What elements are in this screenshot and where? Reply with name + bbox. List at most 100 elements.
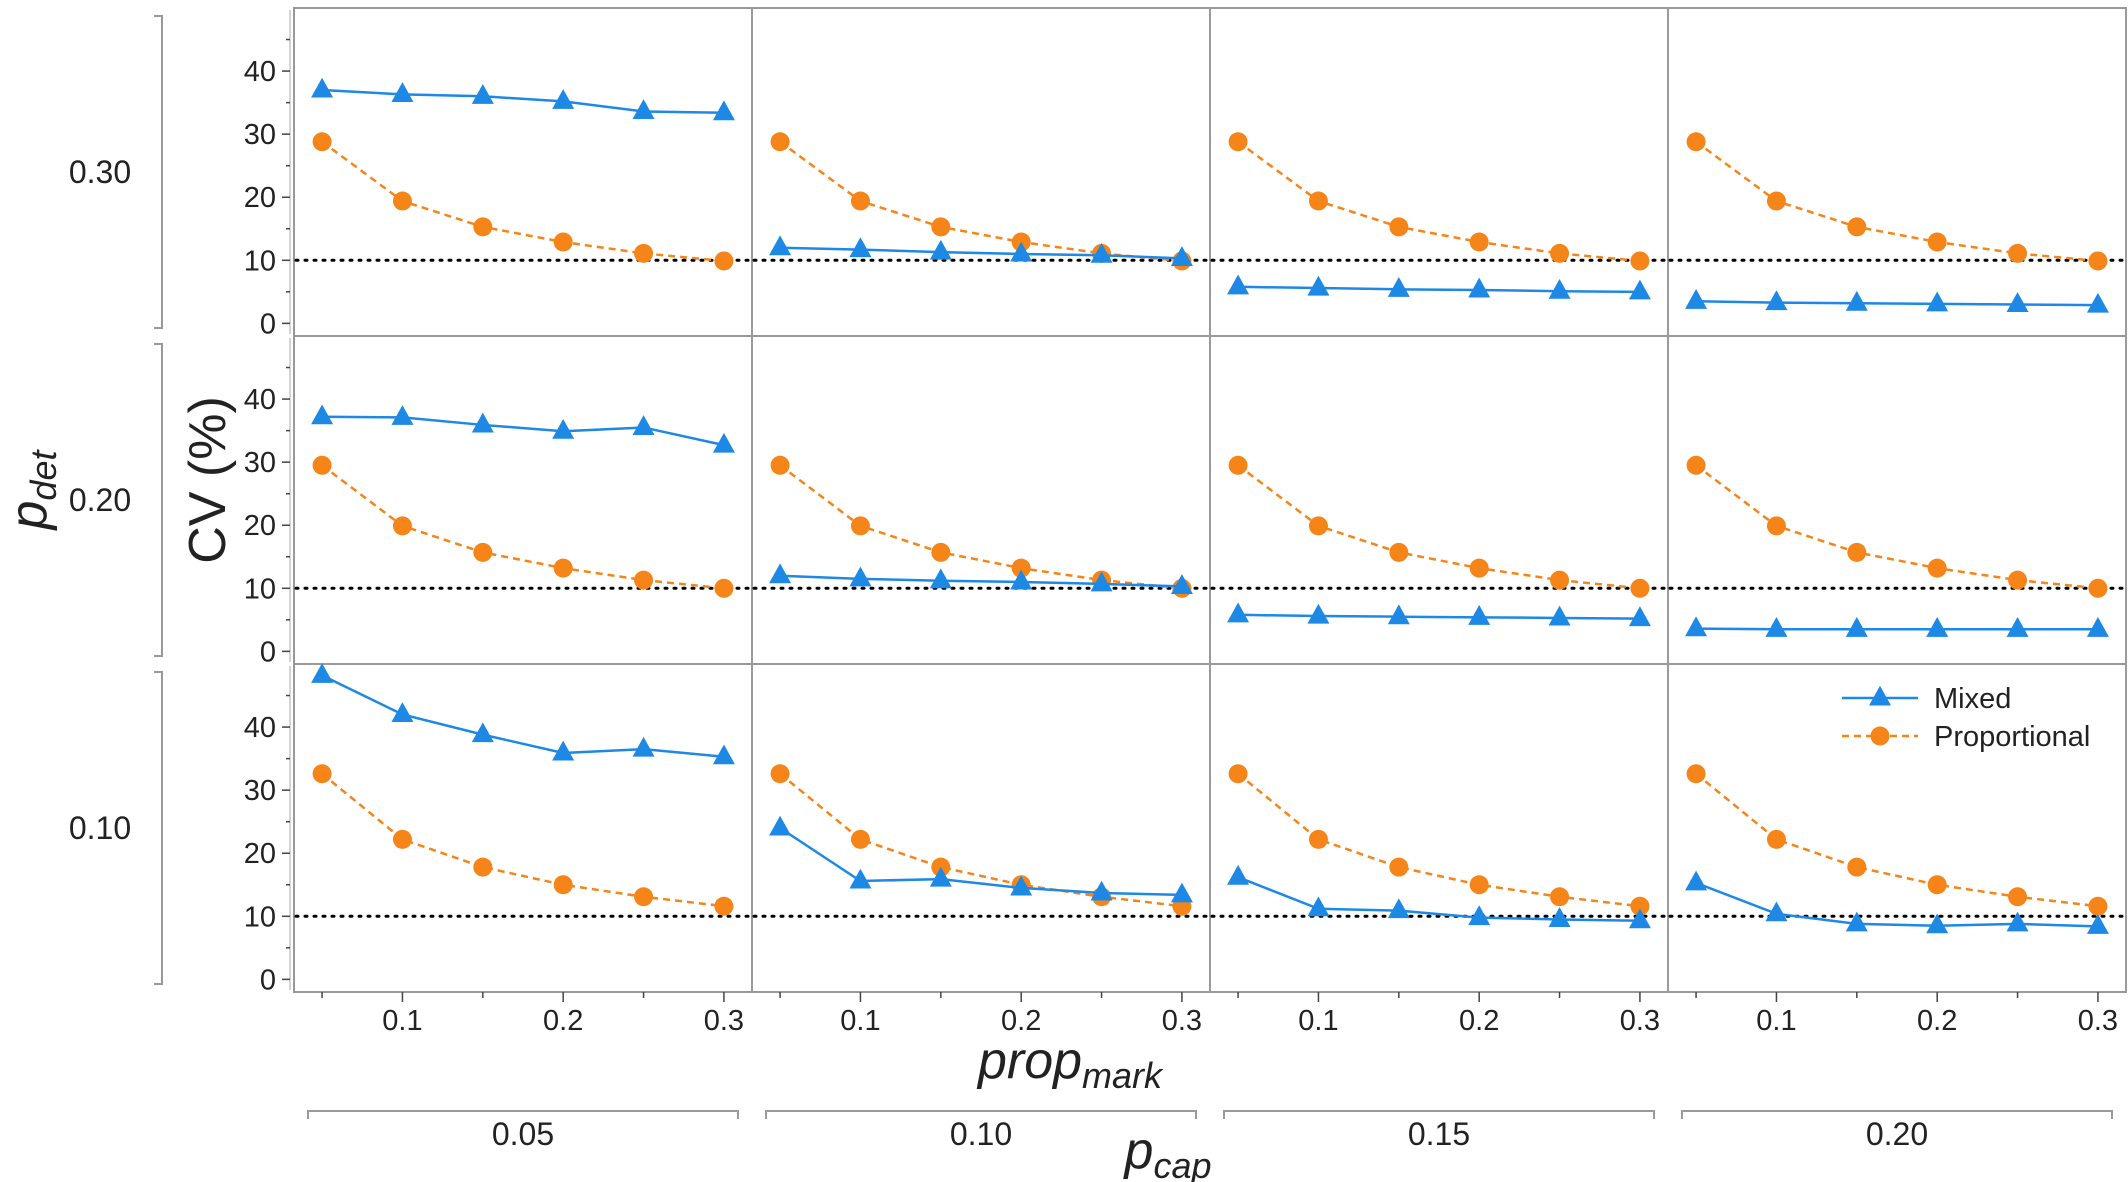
row-strip-label: 0.30 (69, 154, 131, 190)
proportional-point (392, 829, 412, 849)
x-tick-label: 0.3 (1620, 1005, 1660, 1037)
mixed-point (1090, 571, 1113, 592)
mixed-series-line (779, 826, 1182, 897)
proportional-series-line (779, 772, 1183, 908)
row-facet-title-main: p (0, 501, 58, 532)
proportional-point (1469, 558, 1489, 578)
mixed-point (1010, 241, 1033, 262)
mixed-point (1387, 277, 1410, 297)
proportional-point (1686, 455, 1706, 475)
mixed-point (2006, 911, 2029, 932)
column-strip-bracket (1223, 1110, 1655, 1119)
mixed-point (1010, 875, 1033, 896)
reference-lines (294, 258, 2126, 918)
panel-pdet-0.30-pcap-0.10 (769, 132, 1193, 271)
proportional-series-line (1695, 140, 2099, 263)
mixed-point (1227, 274, 1250, 295)
row-strip-bracket (154, 15, 163, 329)
proportional-point (1686, 764, 1706, 784)
proportional-point (1389, 217, 1409, 237)
axes: 0 10 20 30 40 0 10 20 30 40 0 10 20 30 40 0.1 0.2 0.3 0.1 0… (244, 10, 2118, 1037)
proportional-series-line (1237, 140, 1641, 263)
proportional-point (1686, 132, 1706, 152)
column-strip-label: 0.20 (1866, 1116, 1928, 1152)
panel-pdet-0.30-pcap-0.15 (1227, 132, 1651, 300)
proportional-point (312, 764, 332, 784)
proportional-point (634, 887, 654, 907)
proportional-point (1550, 570, 1570, 590)
mixed-point (1685, 616, 1708, 637)
panel-frames (293, 7, 2127, 993)
proportional-series-line (779, 140, 1183, 263)
proportional-point (1469, 875, 1489, 895)
mixed-point (632, 99, 655, 119)
mixed-point (1628, 279, 1651, 300)
proportional-point (1630, 251, 1650, 271)
proportional-point (2008, 887, 2028, 907)
proportional-point (931, 542, 951, 562)
column-facet-title-main: p (1123, 1122, 1154, 1180)
panel-pdet-0.20-pcap-0.05 (311, 404, 735, 598)
proportional-point (770, 455, 790, 475)
row-strip-label: 0.20 (69, 482, 131, 518)
mixed-point (2086, 914, 2109, 934)
proportional-point (1469, 232, 1489, 252)
row-strip-label: 0.10 (69, 810, 131, 846)
legend-proportional-label: Proportional (1934, 721, 2090, 753)
proportional-point (714, 251, 734, 271)
proportional-point (1766, 829, 1786, 849)
mixed-point (769, 235, 792, 256)
row-strip-bracket (154, 343, 163, 657)
proportional-point (1308, 191, 1328, 211)
proportional-point (2088, 578, 2108, 598)
mixed-point (1227, 864, 1250, 885)
mixed-point (1765, 290, 1788, 311)
x-tick-label: 0.3 (1162, 1005, 1202, 1037)
mixed-point (2086, 617, 2109, 637)
y-tick-label: 20 (244, 510, 276, 542)
mixed-point (391, 82, 414, 102)
proportional-point (2008, 243, 2028, 263)
mixed-series-line (780, 246, 1182, 260)
mixed-point (1628, 908, 1651, 929)
proportional-series-line (321, 772, 725, 908)
panel-pdet-0.30-pcap-0.20 (1685, 132, 2109, 313)
proportional-point (553, 232, 573, 252)
mixed-series-line (1695, 881, 2098, 928)
mixed-point (2006, 292, 2029, 312)
mixed-point (632, 415, 655, 435)
mixed-point (1387, 604, 1410, 625)
y-tick-label: 40 (244, 384, 276, 416)
mixed-point (1845, 290, 1868, 311)
mixed-point (1170, 574, 1193, 594)
proportional-point (1550, 887, 1570, 907)
mixed-point (1548, 278, 1571, 299)
mixed-point (311, 77, 334, 98)
mixed-point (1170, 246, 1193, 266)
proportional-point (634, 570, 654, 590)
mixed-point (1926, 617, 1949, 637)
proportional-point (2008, 570, 2028, 590)
mixed-point (552, 418, 575, 439)
proportional-series-line (779, 464, 1183, 590)
proportional-series-line (1237, 772, 1641, 908)
row-facet-title: pdet (0, 449, 64, 532)
row-facet-title-subscript: det (23, 449, 64, 501)
mixed-point (1765, 617, 1788, 637)
mixed-point (1628, 606, 1651, 627)
mixed-series-line (1696, 300, 2098, 307)
mixed-point (1307, 896, 1330, 917)
proportional-point (850, 516, 870, 536)
mixed-point (1010, 569, 1033, 590)
y-tick-label: 40 (244, 56, 276, 88)
mixed-point (849, 237, 872, 258)
mixed-point (1307, 275, 1330, 296)
y-tick-label: 20 (244, 838, 276, 870)
panel-pdet-0.10-pcap-0.10 (769, 764, 1193, 916)
proportional-point (1011, 558, 1031, 578)
y-tick-label: 0 (260, 308, 276, 340)
mixed-point (712, 100, 735, 121)
x-tick-label: 0.2 (1001, 1005, 1041, 1037)
y-tick-label: 30 (244, 447, 276, 479)
proportional-point (1927, 232, 1947, 252)
